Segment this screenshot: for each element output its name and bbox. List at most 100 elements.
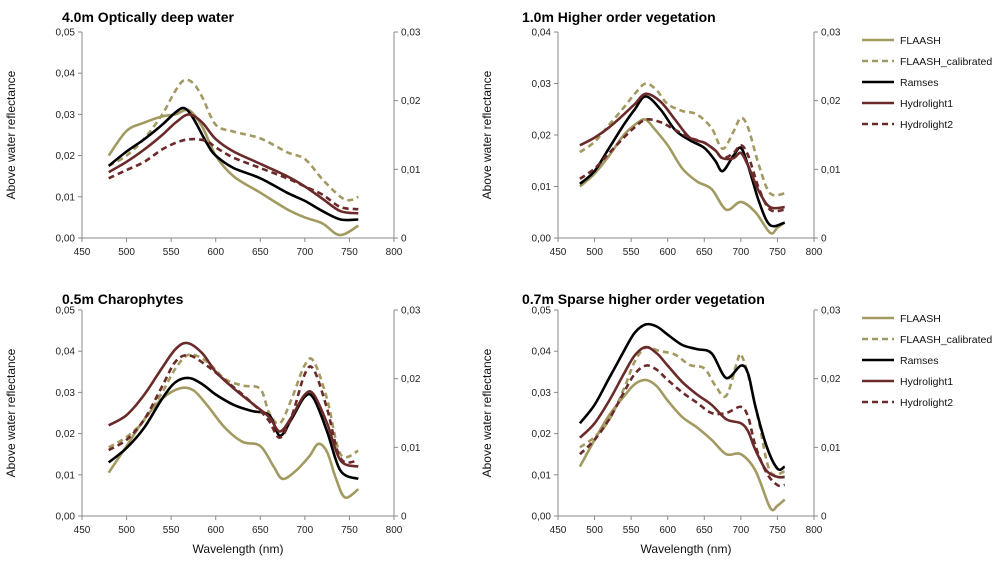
y-tick-label: 0,05 xyxy=(56,306,76,317)
y2-tick-label: 0,01 xyxy=(401,443,421,454)
y-tick-label: 0,05 xyxy=(56,28,76,39)
x-axis-label: Wavelength (nm) xyxy=(193,542,284,556)
y-tick-label: 0,03 xyxy=(56,388,76,399)
y-axis-label: Above water reflectance xyxy=(480,70,494,199)
y-tick-label: 0,02 xyxy=(532,131,552,142)
y-tick-label: 0,02 xyxy=(56,151,76,162)
series-line-ramses xyxy=(107,376,359,481)
chart-panel-3: 0.5m Charophytes 0,00 0,01 0,02 0,03 0,04 0,05… xyxy=(4,291,421,556)
y-tick-label: 0,04 xyxy=(56,69,76,80)
series-line-hydrolight2 xyxy=(579,118,785,213)
y2-tick-label: 0,02 xyxy=(821,374,841,385)
series-line-hydrolight1 xyxy=(108,341,359,468)
y-axis-label: Above water reflectance xyxy=(4,348,18,477)
y-tick-label: 0,00 xyxy=(532,234,552,245)
chart-title: 0.7m Sparse higher order vegetation xyxy=(522,291,765,307)
y2-tick-label: 0 xyxy=(401,234,407,245)
y2-tick-label: 0,02 xyxy=(821,96,841,107)
chart-panel-4: 0.7m Sparse higher order vegetation 0,00 0… xyxy=(480,291,992,556)
y-axis-label: Above water reflectance xyxy=(480,348,494,477)
series-line-ramses xyxy=(578,322,786,472)
series-line-ramses xyxy=(579,95,786,228)
y-tick-label: 0,02 xyxy=(56,429,76,440)
y-tick-label: 0,03 xyxy=(56,110,76,121)
x-tick-label: 550 xyxy=(623,525,640,536)
y-tick-label: 0,04 xyxy=(532,347,552,358)
chart-title: 0.5m Charophytes xyxy=(62,291,184,307)
y2-tick-label: 0,01 xyxy=(401,165,421,176)
y-tick-label: 0,02 xyxy=(532,429,552,440)
chart-title: 4.0m Optically deep water xyxy=(62,9,235,25)
series-line-flaash-calibrated xyxy=(108,78,359,202)
x-tick-label: 450 xyxy=(74,525,91,536)
x-tick-label: 600 xyxy=(207,525,224,536)
x-tick-label: 800 xyxy=(806,247,823,258)
y2-tick-label: 0,01 xyxy=(821,165,841,176)
x-tick-label: 800 xyxy=(386,247,403,258)
chart-title: 1.0m Higher order vegetation xyxy=(522,9,716,25)
y2-tick-label: 0,02 xyxy=(401,374,421,385)
x-tick-label: 700 xyxy=(733,247,750,258)
series-line-flaash-calibrated xyxy=(108,353,359,459)
series-line-hydrolight2 xyxy=(578,364,785,488)
legend-label: FLAASH xyxy=(900,35,941,47)
x-tick-label: 550 xyxy=(623,247,640,258)
chart-panel-1: 4.0m Optically deep water 0,00 0,01 0,02 0,0… xyxy=(4,9,421,258)
x-tick-label: 650 xyxy=(696,525,713,536)
x-tick-label: 600 xyxy=(207,247,224,258)
series-line-flaash xyxy=(107,108,360,237)
legend-label: Ramses xyxy=(900,355,939,367)
y-tick-label: 0,03 xyxy=(532,79,552,90)
y2-tick-label: 0,03 xyxy=(821,306,841,317)
x-tick-label: 750 xyxy=(769,525,786,536)
y2-tick-label: 0 xyxy=(821,512,827,523)
legend-label: FLAASH xyxy=(900,313,941,325)
legend-label: FLAASH_calibrated xyxy=(900,56,992,68)
x-tick-label: 550 xyxy=(163,247,180,258)
y2-tick-label: 0,01 xyxy=(821,443,841,454)
legend-label: Hydrolight2 xyxy=(900,397,953,409)
x-tick-label: 450 xyxy=(550,525,567,536)
chart-panel-2: 1.0m Higher order vegetation 0,00 0,01 0,02… xyxy=(480,9,992,258)
y-tick-label: 0,00 xyxy=(56,512,76,523)
legend: FLAASH FLAASH_calibrated Ramses Hydrolight1… xyxy=(862,313,992,409)
y-axis-label: Above water reflectance xyxy=(4,70,18,199)
y2-tick-label: 0,02 xyxy=(401,96,421,107)
x-tick-label: 500 xyxy=(118,247,135,258)
y-tick-label: 0,01 xyxy=(56,192,76,203)
y-tick-label: 0,01 xyxy=(532,182,552,193)
y2-tick-label: 0,03 xyxy=(821,28,841,39)
y2-tick-label: 0,03 xyxy=(401,306,421,317)
y-tick-label: 0,03 xyxy=(532,388,552,399)
x-tick-label: 700 xyxy=(297,525,314,536)
x-tick-label: 650 xyxy=(696,247,713,258)
x-tick-label: 450 xyxy=(74,247,91,258)
legend-label: Ramses xyxy=(900,77,939,89)
x-tick-label: 800 xyxy=(386,525,403,536)
x-tick-label: 450 xyxy=(550,247,567,258)
x-tick-label: 650 xyxy=(252,525,269,536)
y-tick-label: 0,05 xyxy=(532,306,552,317)
y-tick-label: 0,01 xyxy=(532,470,552,481)
y2-tick-label: 0,03 xyxy=(401,28,421,39)
y-tick-label: 0,04 xyxy=(532,28,552,39)
x-tick-label: 750 xyxy=(341,247,358,258)
series-line-flaash-calibrated xyxy=(579,82,785,197)
x-tick-label: 650 xyxy=(252,247,269,258)
x-tick-label: 750 xyxy=(769,247,786,258)
x-axis-label: Wavelength (nm) xyxy=(641,542,732,556)
x-tick-label: 750 xyxy=(341,525,358,536)
y-tick-label: 0,00 xyxy=(56,234,76,245)
x-tick-label: 700 xyxy=(733,525,750,536)
series-line-hydrolight2 xyxy=(108,137,359,211)
y2-tick-label: 0 xyxy=(401,512,407,523)
x-tick-label: 700 xyxy=(297,247,314,258)
legend-label: Hydrolight1 xyxy=(900,98,953,110)
series-line-hydrolight1 xyxy=(108,113,359,215)
x-tick-label: 500 xyxy=(118,525,135,536)
legend-label: Hydrolight1 xyxy=(900,376,953,388)
y-tick-label: 0,01 xyxy=(56,470,76,481)
series-line-hydrolight2 xyxy=(108,353,359,464)
x-tick-label: 500 xyxy=(586,525,603,536)
